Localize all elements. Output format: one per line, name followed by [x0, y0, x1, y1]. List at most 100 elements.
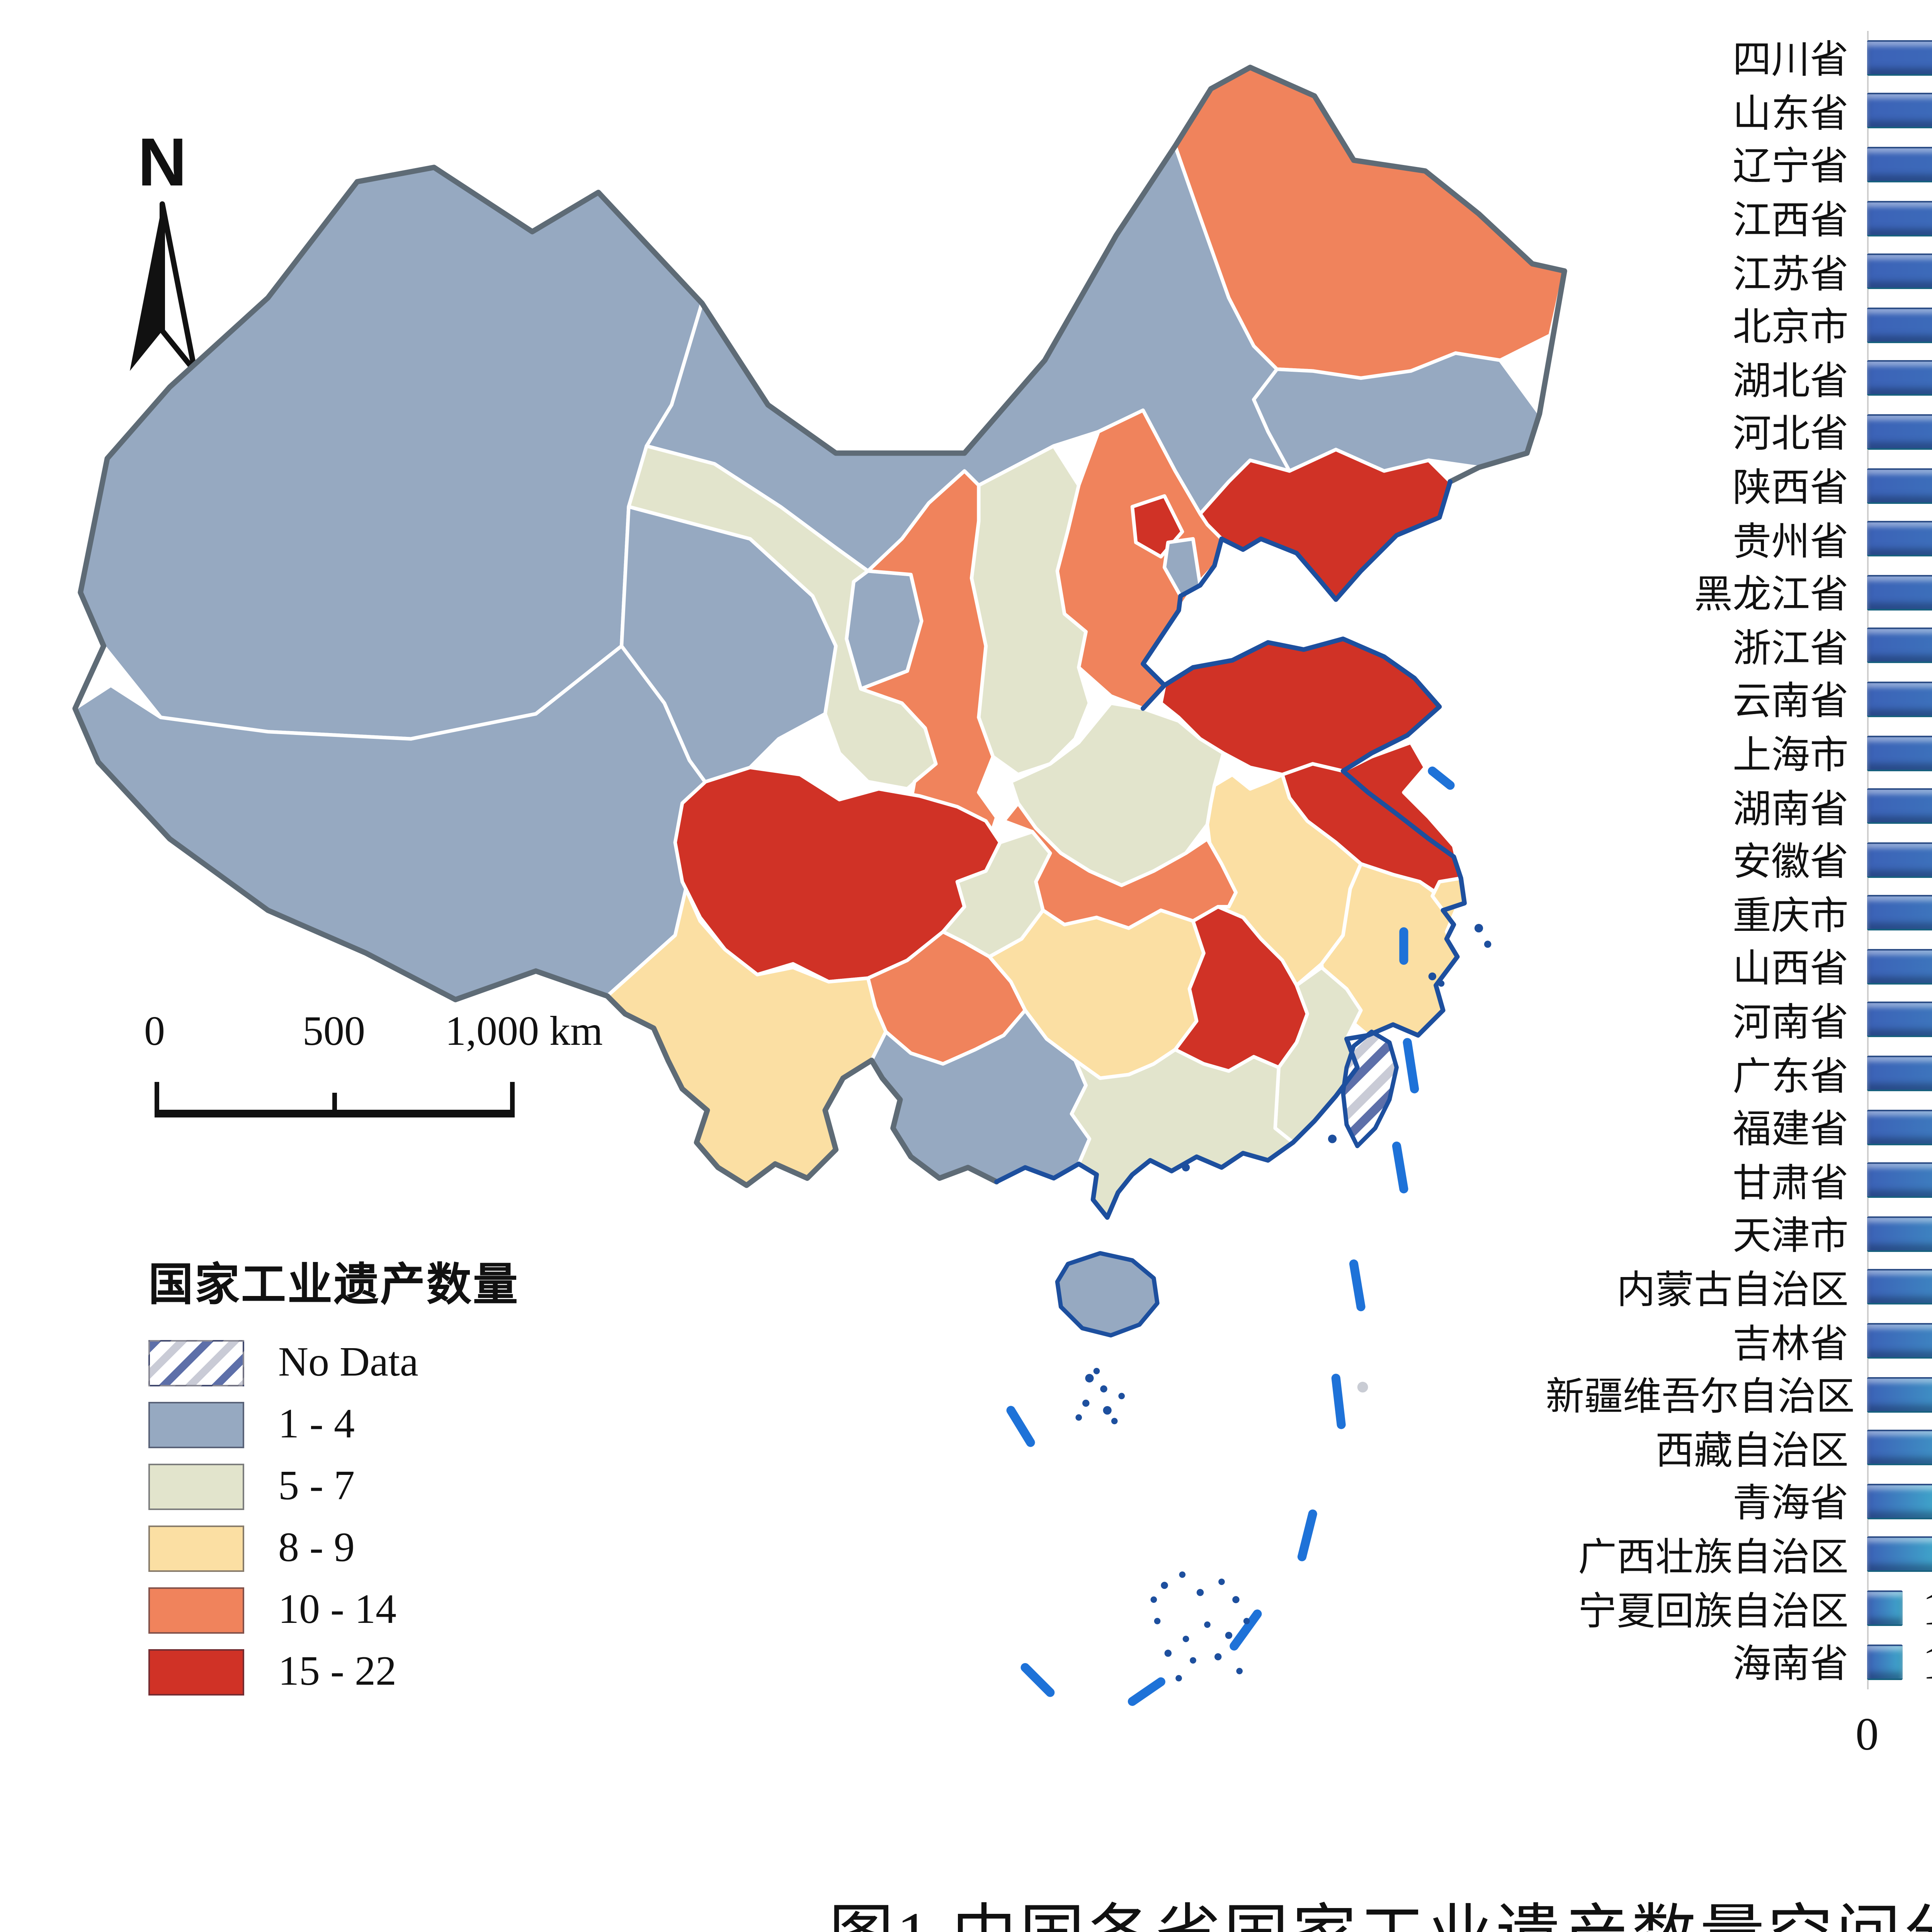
bar-row: 海南省 1 [1546, 1635, 1932, 1688]
legend-label: 5 - 7 [278, 1462, 355, 1509]
bar-rect [1867, 146, 1932, 182]
island-dots [1075, 923, 1492, 1682]
bar-rect [1867, 1056, 1932, 1092]
bar-category-label: 北京市 [1732, 308, 1849, 350]
bar-row: 天津市 4 [1546, 1207, 1932, 1260]
nine-dash-segment [1349, 1259, 1366, 1311]
bar-rect [1867, 1323, 1932, 1359]
bar-row: 贵州省 11 [1546, 512, 1932, 565]
legend-title: 国家工业遗产数量 [148, 1261, 520, 1311]
nine-dash-segment [1020, 1663, 1055, 1697]
bar-plot-cell: 6 [1867, 1100, 1932, 1154]
legend-swatch [148, 1525, 244, 1571]
bar-rect [1867, 253, 1932, 289]
bar-row: 福建省 6 [1546, 1100, 1932, 1154]
bar-category-label: 福建省 [1732, 1110, 1849, 1152]
bar-category-label: 天津市 [1732, 1217, 1849, 1259]
bar-plot-cell: 15 [1867, 245, 1932, 298]
bar-category-label: 新疆维吾尔自治区 [1546, 1377, 1855, 1419]
north-label: N [138, 125, 187, 201]
bar-plot-cell: 16 [1867, 84, 1932, 138]
scale-bar-line [155, 1073, 515, 1117]
legend-swatch [148, 1339, 244, 1386]
bar-plot-cell: 7 [1867, 993, 1932, 1047]
scale-label-500: 500 [303, 1008, 365, 1054]
nine-dash-segment [1230, 1609, 1262, 1651]
bar-plot-cell: 11 [1867, 459, 1932, 512]
bar-plot-cell: 9 [1867, 833, 1932, 886]
bar-plot-cell: 9 [1867, 619, 1932, 672]
bar-rect [1867, 1590, 1903, 1626]
bar-plot-cell: 9 [1867, 673, 1932, 726]
bar-plot-cell: 13 [1867, 352, 1932, 405]
x-axis-tick-labels: 0510152025 [1855, 1709, 1932, 1771]
bar-category-label: 浙江省 [1732, 629, 1849, 671]
bar-row: 河北省 13 [1546, 405, 1932, 459]
x-tick-label: 0 [1855, 1709, 1879, 1760]
nine-dash-segment [1128, 1677, 1165, 1706]
bar-row: 甘肃省 5 [1546, 1154, 1932, 1207]
figure-title: 图1 中国各省国家工业遗产数量空间分布图 [232, 1883, 1932, 1932]
legend-item: 1 - 4 [148, 1400, 519, 1448]
bar-row: 上海市 9 [1546, 726, 1932, 779]
bar-row: 陕西省 11 [1546, 459, 1932, 512]
bar-plot-cell: 7 [1867, 1047, 1932, 1100]
bar-category-label: 山西省 [1732, 949, 1849, 992]
bar-row: 河南省 7 [1546, 993, 1932, 1047]
bar-rect [1867, 93, 1932, 129]
nine-dash-segment [1403, 1038, 1419, 1094]
legend-swatch [148, 1648, 244, 1695]
bar-category-label: 陕西省 [1732, 468, 1849, 510]
legend-item: 8 - 9 [148, 1524, 519, 1572]
bar-category-label: 湖南省 [1732, 789, 1849, 831]
bar-category-label: 云南省 [1732, 682, 1849, 724]
land-border-line [72, 65, 1567, 1188]
legend-item: 15 - 22 [148, 1648, 519, 1696]
legend-label: 1 - 4 [278, 1400, 355, 1447]
bar-rect [1867, 1376, 1932, 1412]
province-hainan [1055, 1251, 1160, 1338]
bar-plot-cell: 4 [1867, 1314, 1932, 1367]
bar-rect [1867, 842, 1932, 878]
bar-category-label: 河南省 [1732, 1003, 1849, 1045]
legend-swatch [148, 1401, 244, 1447]
bar-rect [1867, 735, 1932, 771]
bar-rect [1867, 574, 1932, 610]
bar-category-label: 西藏自治区 [1655, 1430, 1849, 1473]
bar-value-label: 1 [1922, 1638, 1932, 1685]
legend-items: No Data 1 - 4 5 - 7 8 - 9 10 - 14 15 - 22 [148, 1338, 519, 1696]
bar-plot-cell: 16 [1867, 138, 1932, 191]
bar-plot-cell: 1 [1867, 1635, 1932, 1688]
scale-label-1000: 1,000 km [445, 1008, 603, 1054]
bar-category-label: 山东省 [1732, 94, 1849, 136]
legend-label: 10 - 14 [278, 1586, 396, 1632]
bar-row: 宁夏回族自治区 1 [1546, 1582, 1932, 1635]
bar-rect [1867, 40, 1932, 76]
bar-category-label: 贵州省 [1732, 522, 1849, 564]
bar-rect [1867, 1163, 1932, 1199]
nine-dash-segment [1006, 1406, 1035, 1447]
bar-category-label: 黑龙江省 [1694, 575, 1849, 617]
bar-rect [1867, 468, 1932, 503]
bar-plot-cell: 3 [1867, 1421, 1932, 1475]
bar-row: 辽宁省 16 [1546, 138, 1932, 191]
bar-row: 广西壮族自治区 2 [1546, 1528, 1932, 1582]
bar-category-label: 广西壮族自治区 [1578, 1537, 1849, 1580]
bar-plot-cell: 16 [1867, 191, 1932, 245]
bar-chart: 四川省22山东省16辽宁省16江西省16江苏省15北京市15湖北省13河北省13… [1546, 31, 1932, 1855]
bar-rect [1867, 788, 1932, 824]
legend-item: 5 - 7 [148, 1462, 519, 1510]
bar-rect [1867, 1483, 1932, 1519]
bar-category-label: 安徽省 [1732, 842, 1849, 884]
coastline-north [1141, 479, 1453, 711]
bar-plot-cell: 22 [1867, 31, 1932, 84]
bar-rect [1867, 681, 1932, 717]
bar-row: 江西省 16 [1546, 191, 1932, 245]
bar-plot-cell: 10 [1867, 566, 1932, 619]
bar-rect [1867, 200, 1932, 236]
scale-bar: 0 500 1,000 km [144, 1008, 705, 1138]
north-arrow-icon [130, 201, 197, 374]
bar-row: 山东省 16 [1546, 84, 1932, 138]
bar-plot-cell: 7 [1867, 940, 1932, 993]
